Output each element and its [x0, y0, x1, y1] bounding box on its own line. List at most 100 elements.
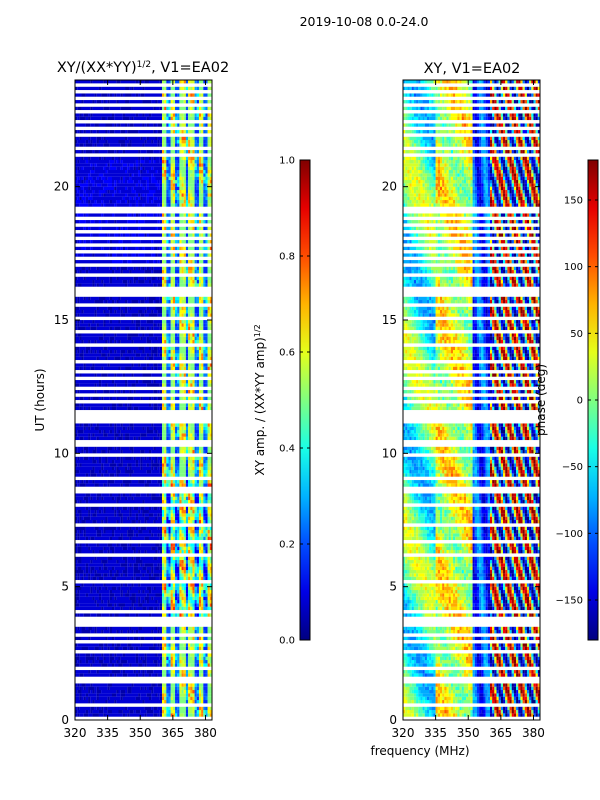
amplitude-cell [92, 713, 99, 717]
amplitude-cell [88, 576, 91, 581]
amplitude-cell [155, 253, 158, 257]
amplitude-cell [120, 590, 123, 594]
amplitude-cell [179, 183, 182, 187]
amplitude-cell [138, 590, 141, 594]
amplitude-cell [75, 296, 78, 301]
amplitude-cell [164, 226, 167, 231]
amplitude-cell [131, 593, 136, 597]
amplitude-cell [75, 466, 93, 471]
amplitude-cell [146, 266, 149, 271]
amplitude-cell [107, 706, 126, 711]
amplitude-cell [111, 670, 121, 674]
amplitude-cell [198, 240, 204, 244]
amplitude-cell [203, 600, 206, 604]
amplitude-cell [103, 203, 106, 207]
amplitude-cell [170, 86, 176, 91]
amplitude-cell [203, 353, 206, 357]
amplitude-cell [198, 176, 202, 181]
amplitude-cell [77, 180, 82, 184]
amplitude-cell [148, 516, 156, 521]
amplitude-cell [131, 233, 136, 237]
amplitude-cell [161, 270, 165, 274]
amplitude-cell [196, 200, 199, 204]
amplitude-cell [166, 510, 169, 514]
amplitude-cell [77, 560, 82, 564]
amplitude-cell [181, 590, 184, 594]
amplitude-cell [205, 583, 208, 587]
amplitude-cell [205, 403, 208, 407]
amplitude-cell [194, 526, 197, 531]
amplitude-cell [85, 543, 89, 547]
amplitude-cell [196, 173, 199, 177]
amplitude-cell [166, 350, 169, 354]
amplitude-cell [166, 596, 169, 601]
amplitude-cell [205, 186, 208, 191]
amplitude-cell [172, 260, 176, 264]
amplitude-cell [79, 513, 82, 517]
amplitude-cell [151, 423, 154, 427]
amplitude-cell [190, 86, 193, 91]
amplitude-cell [198, 590, 202, 594]
amplitude-cell [207, 166, 210, 171]
amplitude-cell [153, 596, 163, 601]
amplitude-cell [170, 353, 173, 357]
amplitude-cell [177, 606, 180, 611]
amplitude-cell [181, 576, 184, 581]
amplitude-cell [92, 653, 95, 657]
amplitude-cell [146, 183, 149, 187]
amplitude-cell [196, 693, 199, 697]
amplitude-cell [185, 313, 189, 317]
amplitude-cell [98, 693, 113, 697]
amplitude-cell [153, 380, 156, 384]
amplitude-cell [96, 450, 102, 454]
amplitude-cell [179, 383, 182, 387]
amplitude-cell [105, 586, 108, 591]
amplitude-cell [122, 536, 130, 541]
amplitude-cell [144, 266, 147, 271]
amplitude-cell [179, 570, 182, 574]
amplitude-cell [92, 626, 95, 631]
amplitude-cell [111, 636, 115, 641]
amplitude-cell [135, 673, 139, 677]
amplitude-flagged-row [75, 96, 212, 101]
amplitude-cell [151, 460, 154, 464]
amplitude-cell [203, 226, 206, 231]
amplitude-cell [114, 573, 119, 577]
amplitude-cell [120, 630, 123, 634]
amplitude-cell [164, 276, 167, 281]
amplitude-cell [142, 166, 145, 171]
amplitude-cell [185, 266, 189, 271]
amplitude-cell [77, 520, 80, 524]
amplitude-cell [75, 336, 80, 341]
amplitude-cell [188, 323, 191, 327]
amplitude-cell [135, 460, 139, 464]
amplitude-cell [122, 456, 126, 461]
amplitude-cell [179, 163, 184, 167]
amplitude-cell [127, 426, 130, 431]
amplitude-cell [172, 123, 176, 127]
amplitude-cell [161, 136, 167, 141]
amplitude-cell [75, 403, 80, 407]
amplitude-cell [196, 690, 199, 694]
amplitude-flagged-row [75, 210, 212, 214]
amplitude-cell [151, 166, 154, 171]
amplitude-cell [120, 190, 132, 194]
amplitude-cell [161, 686, 165, 691]
amplitude-cell [188, 560, 191, 564]
amplitude-cell [201, 516, 204, 521]
amplitude-cell [175, 196, 178, 201]
amplitude-cell [196, 450, 199, 454]
amplitude-cell [170, 606, 173, 611]
amplitude-cell [203, 496, 206, 501]
amplitude-cell [159, 543, 163, 547]
amplitude-flagged-row [75, 290, 212, 294]
amplitude-cell [138, 246, 143, 251]
amplitude-cell [148, 606, 154, 611]
amplitude-cell [161, 150, 165, 154]
amplitude-cell [161, 93, 165, 97]
amplitude-cell [183, 196, 186, 201]
amplitude-cell [179, 363, 184, 367]
amplitude-cell [157, 630, 160, 634]
amplitude-cell [129, 140, 132, 144]
amplitude-cell [194, 390, 199, 394]
